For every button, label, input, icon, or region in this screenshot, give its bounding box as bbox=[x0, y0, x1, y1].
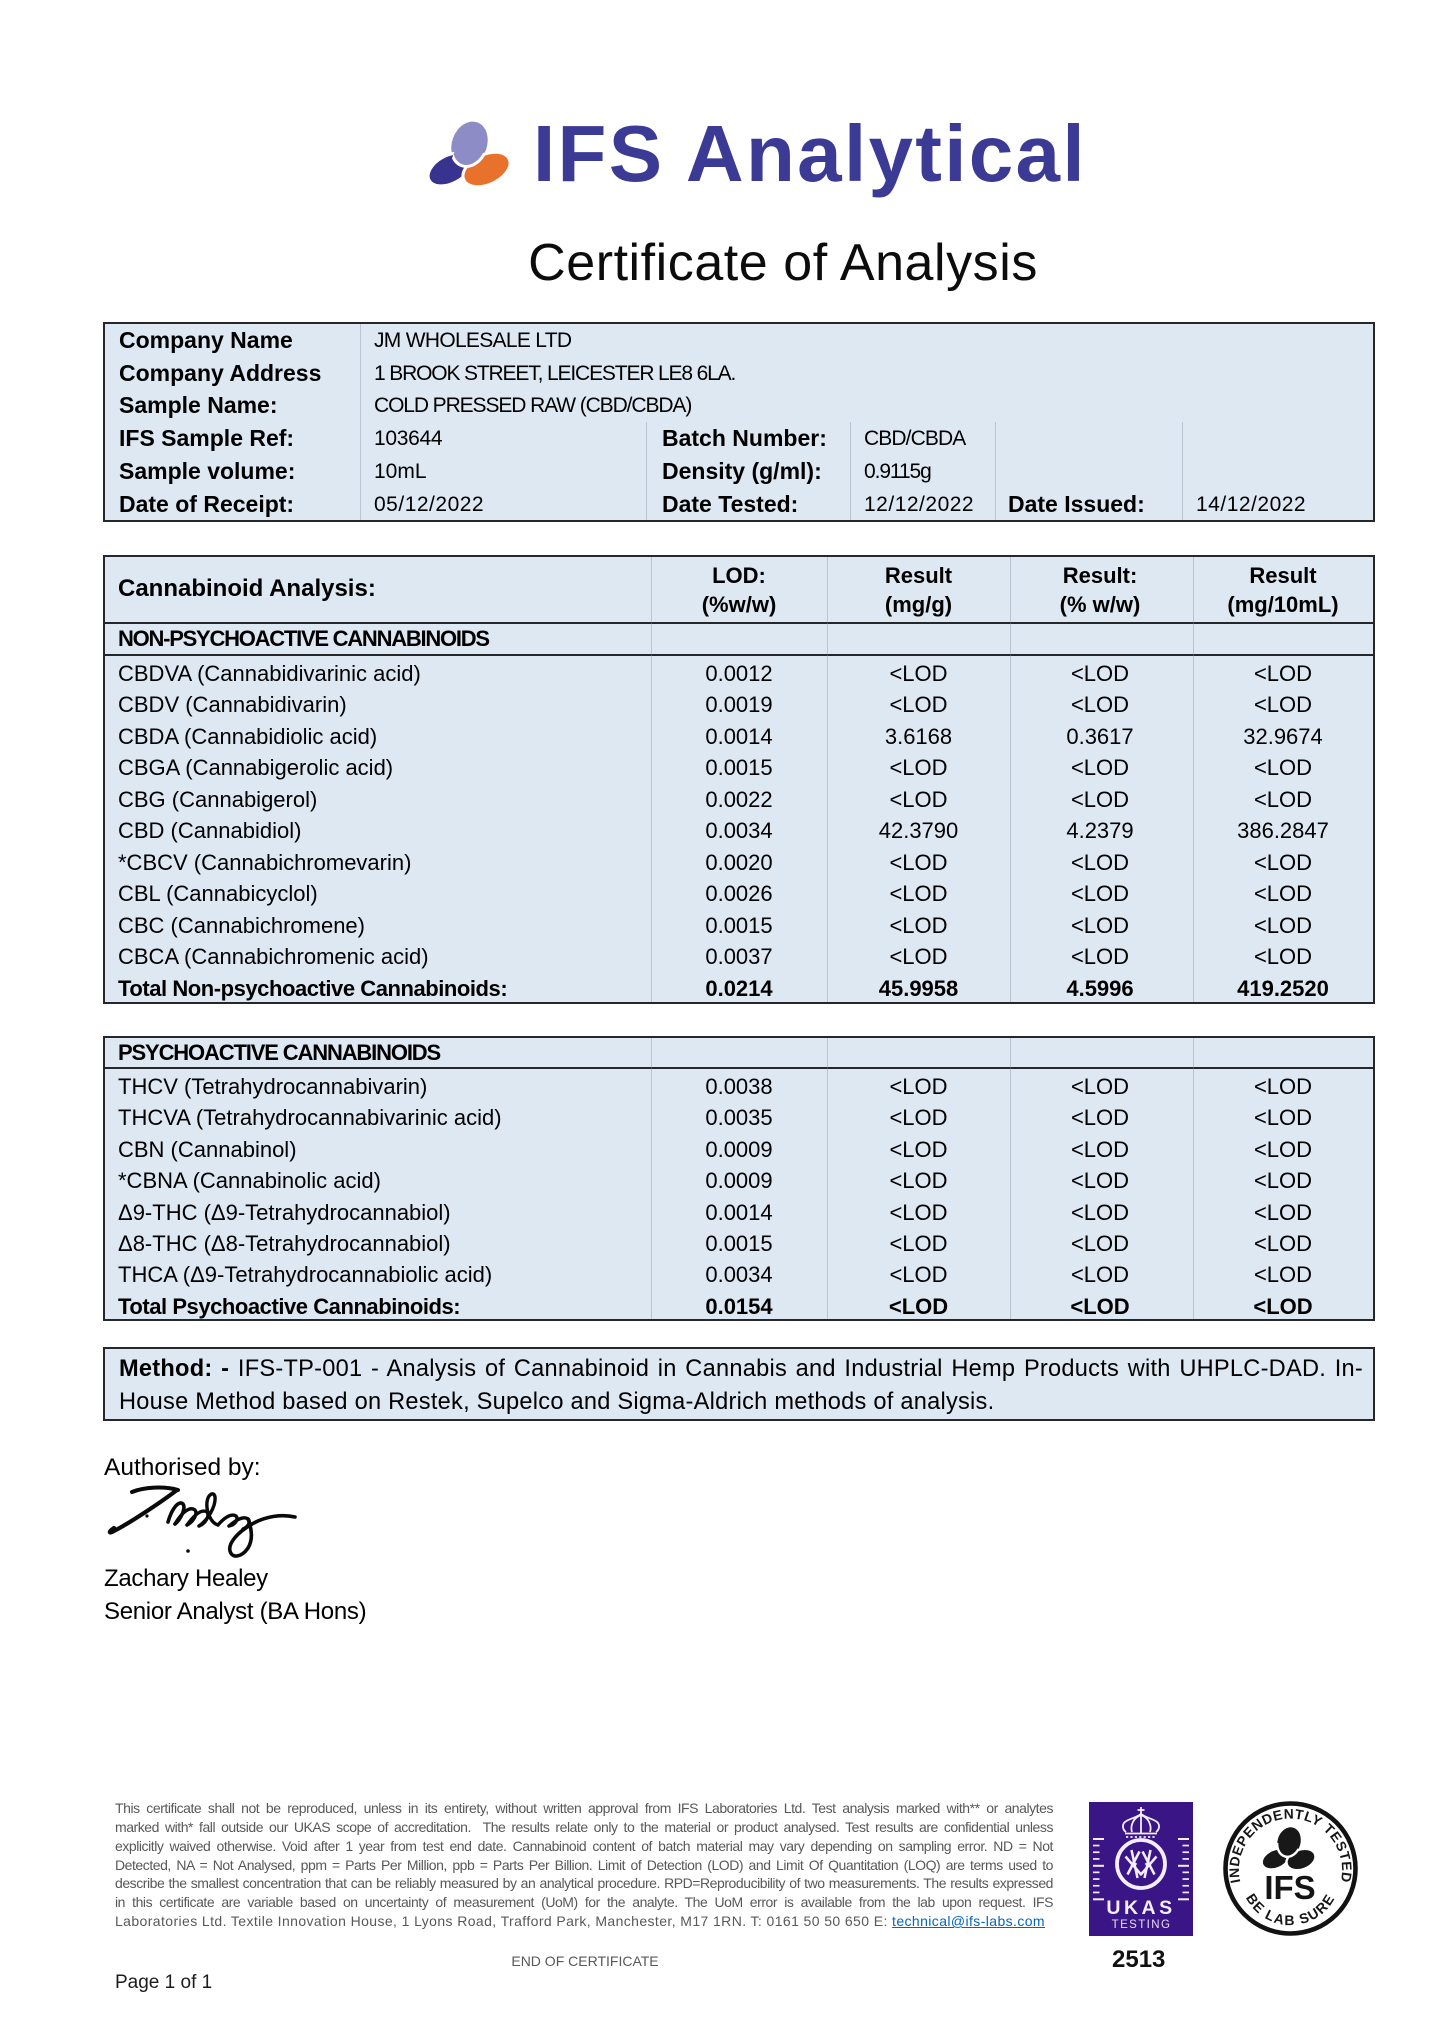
svg-text:IFS: IFS bbox=[1264, 1869, 1315, 1906]
svg-text:UKAS: UKAS bbox=[1106, 1897, 1175, 1919]
svg-text:TESTING: TESTING bbox=[1112, 1919, 1172, 1931]
